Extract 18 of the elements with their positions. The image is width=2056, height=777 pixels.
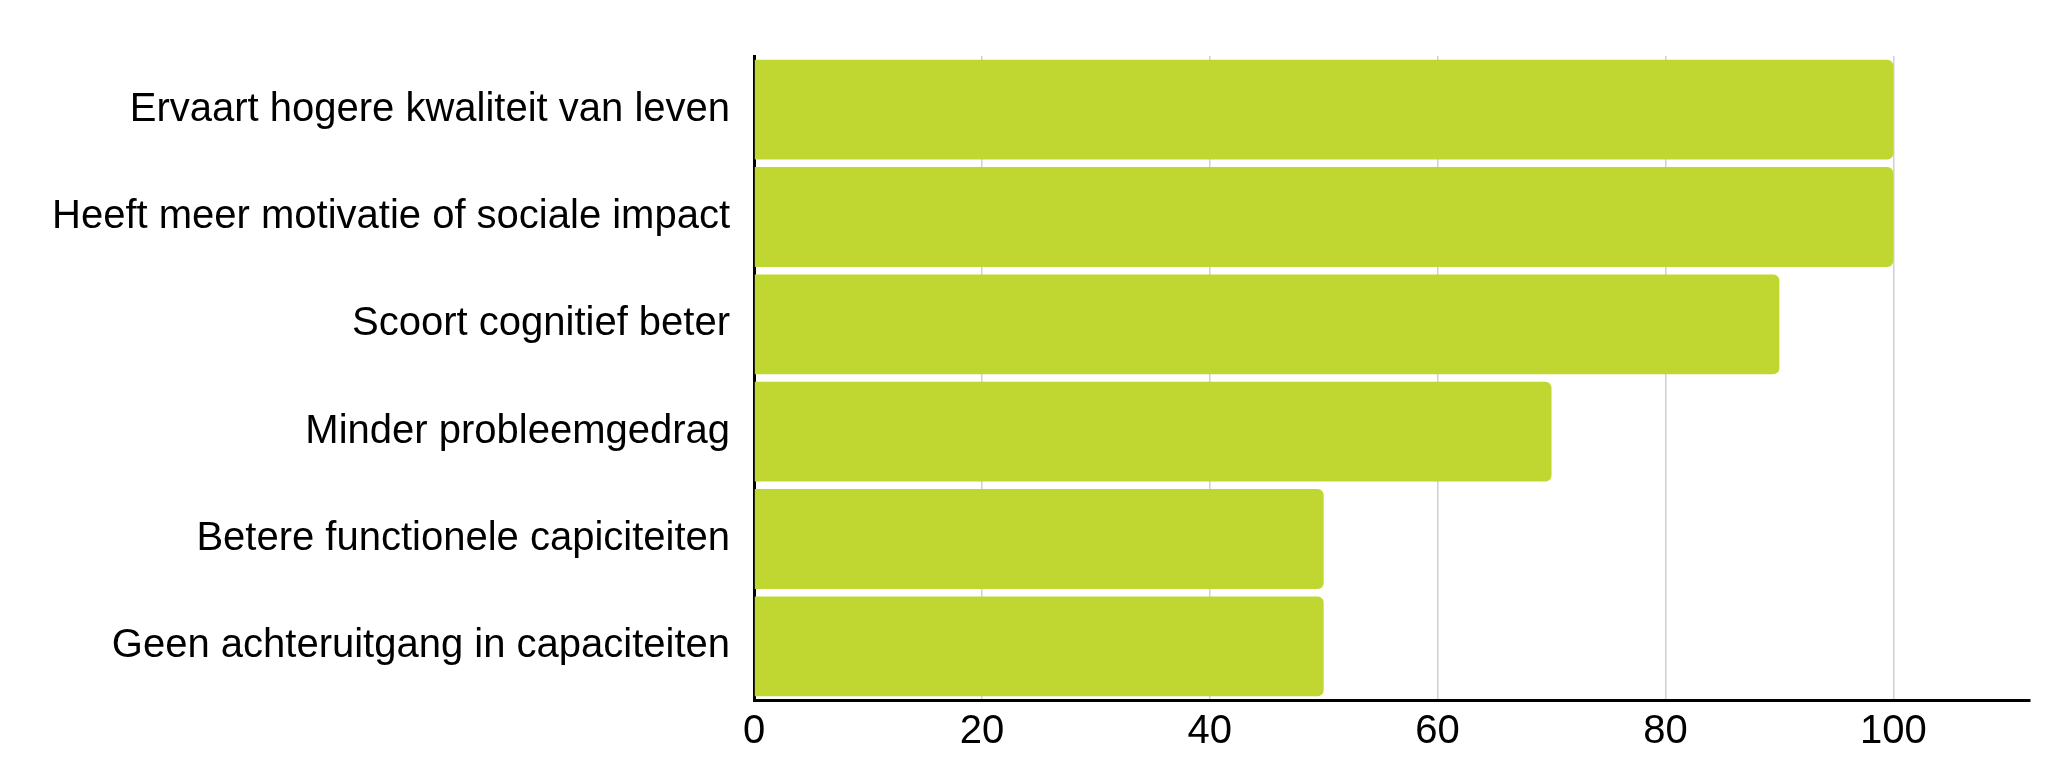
bar [754,596,1324,697]
x-tick-label: 0 [742,707,766,752]
y-tick-label: Ervaart hogere kwaliteit van leven [129,84,731,129]
x-tick-label: 100 [1859,707,1927,752]
y-tick-label: Heeft meer motivatie of sociale impact [52,192,731,237]
bar [754,381,1552,482]
bar [754,489,1324,589]
bar [754,59,1894,160]
x-tick-label: 40 [1187,707,1232,752]
bar [754,274,1780,375]
x-tick-label: 80 [1643,707,1688,752]
y-tick-label: Scoort cognitief beter [352,299,731,344]
x-tick-label: 60 [1415,707,1460,752]
x-tick-label: 20 [959,707,1005,752]
y-tick-label: Betere functionele capiciteiten [196,514,731,559]
y-tick-label: Geen achteruitgang in capaciteiten [111,621,731,666]
bar [754,167,1894,267]
y-tick-label: Minder probleemgedrag [305,406,731,451]
